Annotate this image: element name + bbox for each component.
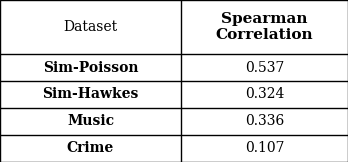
Text: 0.537: 0.537 — [245, 60, 284, 75]
Text: Sim-Hawkes: Sim-Hawkes — [42, 87, 139, 102]
Text: 0.107: 0.107 — [245, 141, 284, 156]
Text: Crime: Crime — [67, 141, 114, 156]
Text: 0.324: 0.324 — [245, 87, 284, 102]
Text: Music: Music — [67, 115, 114, 128]
Text: Dataset: Dataset — [63, 20, 118, 34]
Text: Sim-Poisson: Sim-Poisson — [43, 60, 138, 75]
Text: 0.336: 0.336 — [245, 115, 284, 128]
Text: Spearman
Correlation: Spearman Correlation — [216, 12, 313, 42]
